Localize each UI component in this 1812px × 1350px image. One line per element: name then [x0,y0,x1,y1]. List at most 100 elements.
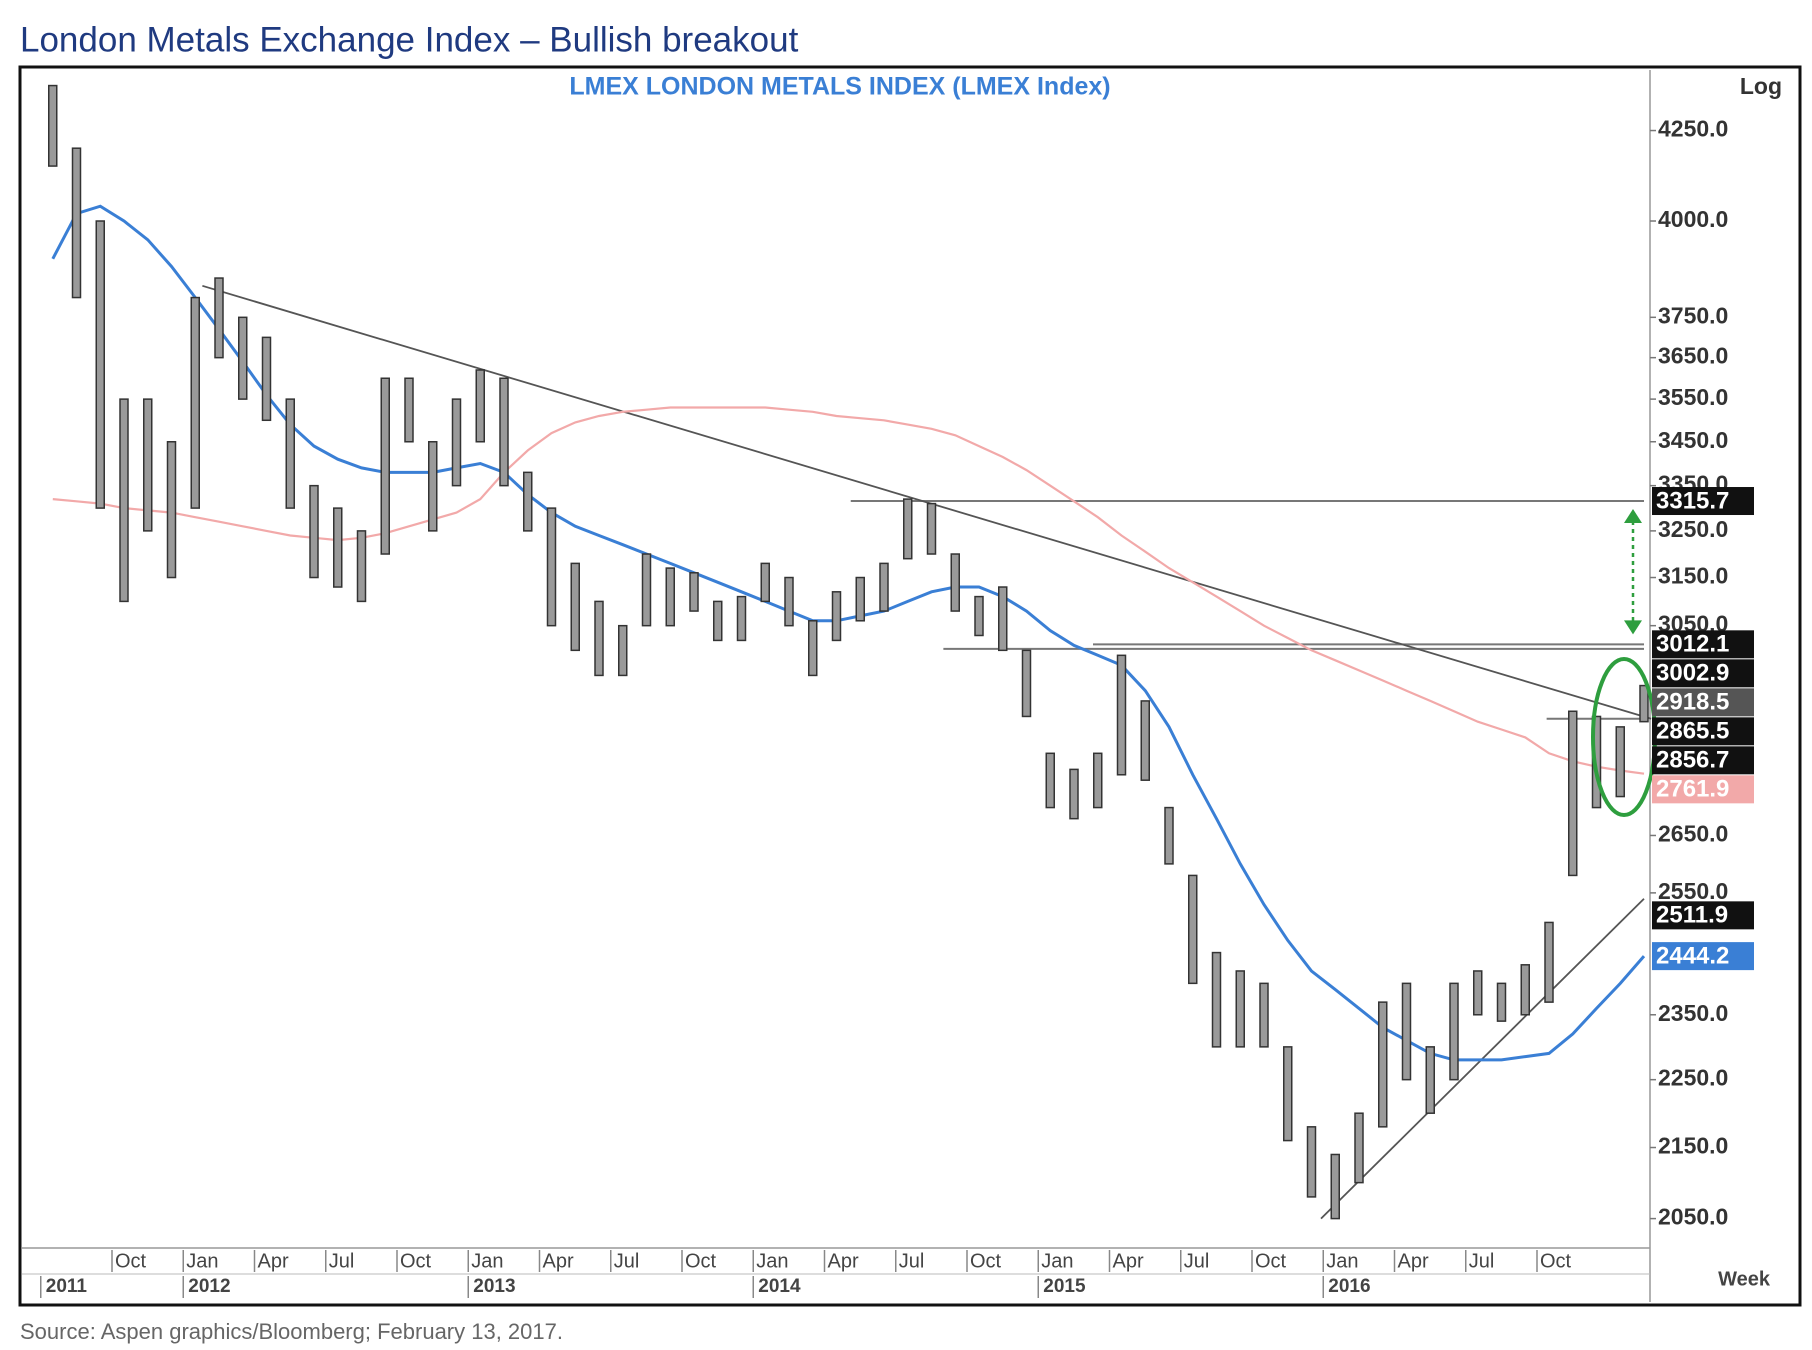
price-bar [998,586,1008,652]
price-bar [594,600,604,677]
price-bar [499,377,509,487]
price-bar [1425,1046,1435,1114]
price-bar [736,595,747,642]
price-bar [285,398,295,509]
level-label: 2511.9 [1656,902,1728,929]
x-tick-label: Apr [258,1250,289,1272]
level-label: 3315.7 [1656,487,1729,514]
price-bar [950,553,960,612]
level-label: 2856.7 [1656,747,1729,774]
x-tick-label: Oct [685,1250,717,1272]
level-label: 2918.5 [1656,689,1729,716]
price-bar [546,507,557,627]
year-label: 2011 [46,1276,88,1297]
y-tick-label: 3150.0 [1658,563,1728,589]
level-badge [1652,746,1754,775]
y-tick-label: 2150.0 [1658,1133,1728,1159]
price-bar [428,441,438,532]
price-bar [784,576,794,627]
price-bar [1211,951,1222,1048]
chart-subtitle: LMEX LONDON METALS INDEX (LMEX Index) [569,73,1110,101]
price-bar [1283,1046,1293,1142]
price-bar [1449,982,1459,1081]
x-tick-label: Apr [1398,1250,1429,1272]
price-bar [1259,982,1269,1048]
x-tick-label: Jul [614,1250,640,1272]
y-tick-label: 2550.0 [1658,878,1728,904]
price-bar [665,567,675,627]
price-bar [119,398,129,603]
y-tick-label: 2350.0 [1658,1000,1728,1026]
price-bar [356,530,367,603]
price-bar [641,553,652,627]
price-bar [451,398,462,487]
price-bar [855,576,865,622]
arrow-head [1624,620,1642,635]
price-bar [1116,654,1127,776]
y-axis-label: Log [1740,73,1782,99]
price-bar [570,562,580,652]
y-tick-label: 3750.0 [1658,302,1728,328]
level-badge [1652,901,1754,930]
price-bar [333,507,343,588]
x-tick-label: Jul [329,1250,355,1272]
price-bar [1544,921,1554,1003]
x-tick-label: Oct [1540,1250,1572,1272]
price-bar [523,471,533,532]
x-tick-label: Oct [970,1250,1002,1272]
frame [18,65,1802,1307]
price-bar [190,296,200,509]
x-tick-label: Jul [899,1250,925,1272]
level-badge [1652,717,1754,746]
price-bar [1520,964,1530,1016]
price-bar [404,377,414,443]
price-bar [808,620,818,677]
x-tick-label: Jan [756,1250,788,1272]
price-bar [1306,1126,1317,1198]
chart-title: London Metals Exchange Index – Bullish b… [20,20,799,59]
year-label: 2015 [1043,1276,1086,1297]
level-badge [1652,775,1754,804]
price-bar [71,147,82,299]
y-tick-label: 3650.0 [1658,343,1728,369]
price-bar [1330,1153,1340,1220]
price-bar [1378,1001,1388,1128]
level-label: 2761.9 [1656,776,1729,803]
trendline [202,284,1652,720]
x-tick-label: Oct [115,1250,147,1272]
y-tick-label: 2650.0 [1658,821,1728,847]
level-badge [1652,659,1754,688]
y-tick-label: 4250.0 [1658,116,1728,142]
x-tick-label: Jan [1041,1250,1073,1272]
level-badge [1652,688,1754,717]
price-bar [214,277,224,359]
level-label: 3012.1 [1656,631,1729,658]
price-bar [1496,982,1507,1022]
price-bar [1615,726,1625,798]
x-tick-label: Jan [1326,1250,1358,1272]
level-badge [1652,630,1754,659]
y-tick-label: 3550.0 [1658,384,1728,410]
price-bar [689,572,699,612]
level-label: 2444.2 [1656,942,1729,969]
level-badge [1652,942,1754,971]
price-bar [475,369,485,443]
x-axis-label: Week [1718,1268,1771,1290]
price-bar [380,377,390,555]
y-tick-label: 3450.0 [1658,427,1728,453]
price-bar [166,441,177,579]
price-bar [238,316,248,400]
price-bar [1164,806,1174,865]
y-tick-label: 3250.0 [1658,516,1728,542]
price-bar [1401,982,1412,1081]
price-bar [1045,752,1055,809]
price-bar [309,484,319,579]
price-bar [1188,874,1198,985]
price-bar [1568,710,1578,877]
price-bar [760,562,770,603]
x-tick-label: Jan [471,1250,503,1272]
price-bar [879,562,889,612]
year-label: 2014 [758,1276,801,1297]
